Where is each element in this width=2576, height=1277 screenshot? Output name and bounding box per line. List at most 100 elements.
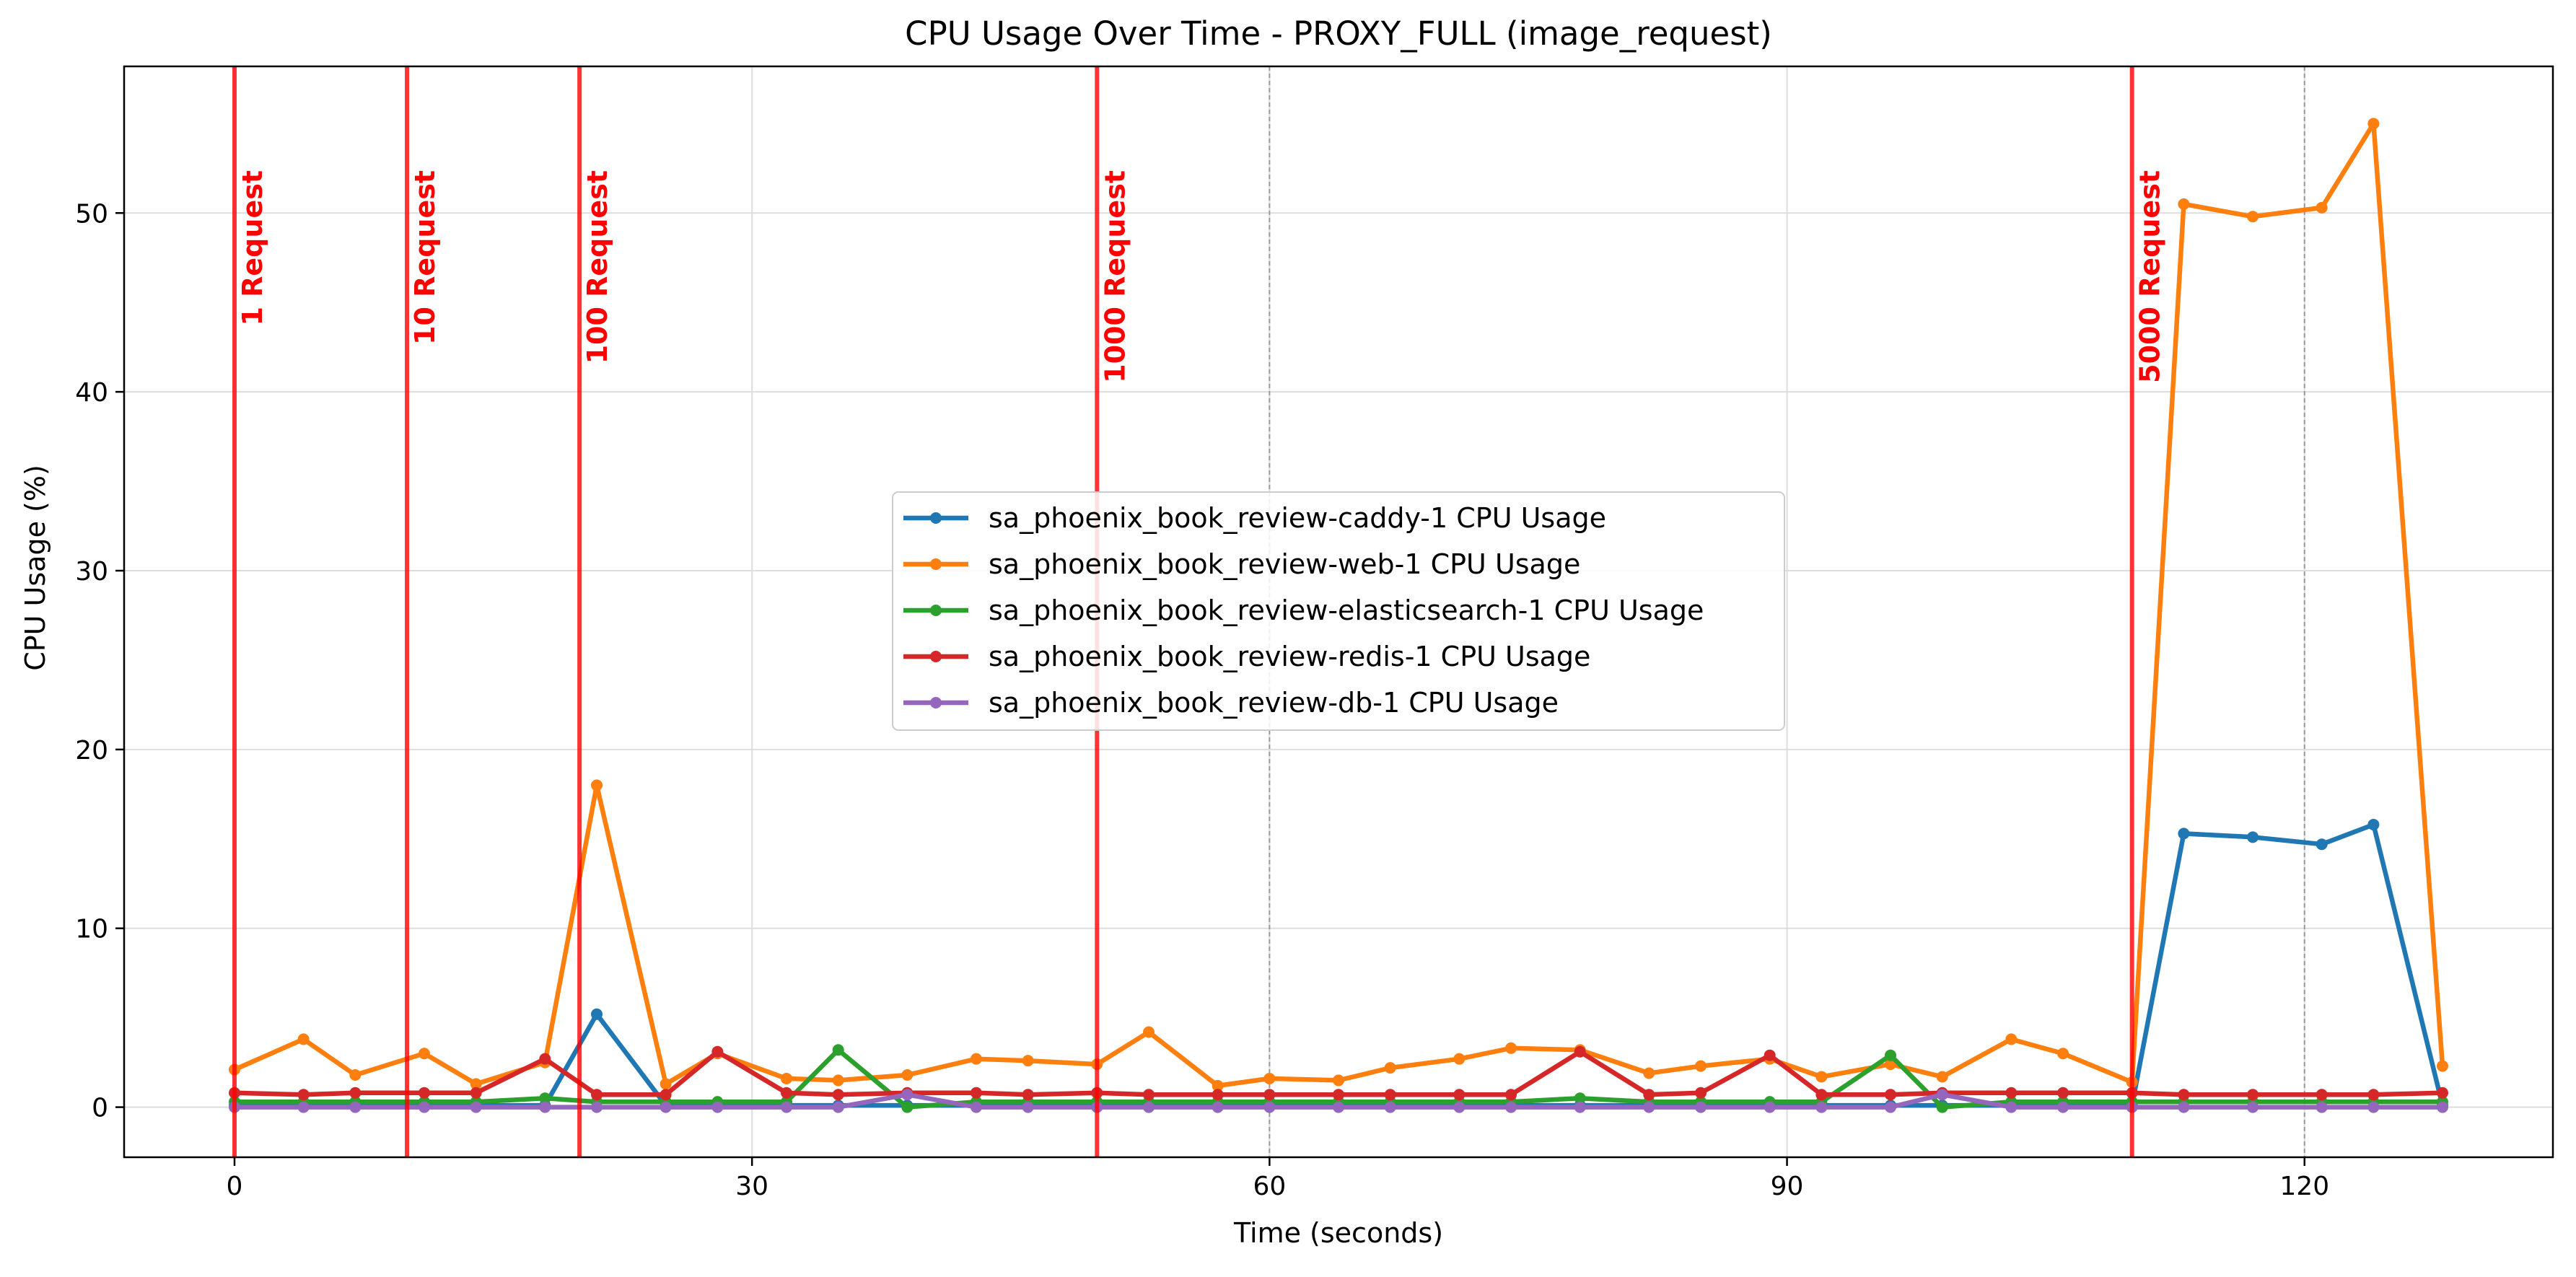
data-point [2316, 1101, 2328, 1113]
legend-entry: sa_phoenix_book_review-elasticsearch-1 C… [903, 594, 1704, 626]
data-point [539, 1053, 551, 1065]
data-point [1212, 1079, 1224, 1092]
data-point [539, 1101, 551, 1113]
data-point [1453, 1089, 1466, 1101]
data-point [970, 1087, 982, 1099]
y-tick-label: 10 [75, 915, 108, 944]
data-point [2178, 828, 2190, 840]
data-point [2057, 1087, 2069, 1099]
data-point [1384, 1101, 1396, 1113]
data-point [1333, 1101, 1344, 1113]
phase-marker-label: 1000 Request [1099, 170, 1131, 383]
data-point [2247, 1089, 2259, 1101]
data-point [470, 1078, 482, 1090]
data-point [349, 1087, 362, 1099]
y-tick-label: 30 [75, 557, 108, 587]
data-point [660, 1078, 672, 1090]
legend-swatch-marker [930, 697, 942, 708]
data-point [2057, 1101, 2069, 1113]
data-point [1505, 1042, 1517, 1054]
legend-swatch-marker [930, 512, 942, 524]
data-point [1505, 1101, 1517, 1113]
data-point [1643, 1067, 1655, 1079]
data-point [2005, 1087, 2018, 1099]
data-point [418, 1087, 430, 1099]
legend-label: sa_phoenix_book_review-web-1 CPU Usage [989, 548, 1580, 580]
data-point [781, 1101, 792, 1113]
data-point [2247, 211, 2259, 223]
data-point [1936, 1089, 1948, 1101]
data-point [470, 1087, 482, 1099]
data-point [1263, 1101, 1276, 1113]
legend-box [892, 491, 1785, 731]
data-point [1263, 1089, 1276, 1101]
x-tick-label: 120 [2279, 1172, 2329, 1201]
legend-swatch-marker [930, 558, 942, 570]
data-point [1333, 1089, 1344, 1101]
series-1 [229, 118, 2448, 1092]
data-point [1143, 1026, 1155, 1038]
data-point [901, 1089, 914, 1101]
data-point [539, 1092, 551, 1105]
data-point [970, 1053, 982, 1065]
data-point [901, 1068, 914, 1081]
data-point [2437, 1101, 2448, 1113]
legend-entry: sa_phoenix_book_review-web-1 CPU Usage [903, 548, 1580, 580]
data-point [1936, 1101, 1948, 1113]
data-point [901, 1101, 914, 1113]
data-point [2057, 1048, 2069, 1060]
data-point [1574, 1092, 1586, 1105]
legend-entry: sa_phoenix_book_review-db-1 CPU Usage [903, 687, 1559, 719]
data-point [832, 1101, 844, 1113]
data-point [1936, 1071, 1948, 1083]
phase-markers: 1 Request 10 Request 100 Request 1000 Reque… [232, 66, 2166, 1157]
data-point [2178, 1089, 2190, 1101]
data-point [1143, 1089, 1155, 1101]
data-point [711, 1045, 724, 1058]
data-point [297, 1089, 310, 1101]
data-point [970, 1101, 982, 1113]
axes: 0 30 60 90 120 0 10 20 30 40 50 [75, 199, 2329, 1201]
data-point [1885, 1089, 1896, 1101]
data-point [2316, 201, 2328, 214]
data-point [2437, 1087, 2448, 1099]
data-point [660, 1089, 672, 1101]
x-tick-label: 60 [1253, 1172, 1286, 1201]
data-point [2247, 1101, 2259, 1113]
legend-swatch-marker [930, 605, 942, 616]
x-axis-label: Time (seconds) [1233, 1217, 1443, 1249]
y-tick-label: 50 [75, 199, 108, 229]
data-point [470, 1101, 482, 1113]
data-point [660, 1101, 672, 1113]
data-point [2005, 1033, 2018, 1045]
data-point [2316, 1089, 2328, 1101]
data-point [2005, 1101, 2018, 1113]
phase-marker-label: 10 Request [409, 170, 441, 345]
y-tick-label: 20 [75, 736, 108, 765]
plot-frame [123, 65, 2554, 1159]
data-point [1764, 1049, 1776, 1061]
y-tick-label: 40 [75, 378, 108, 408]
data-point [591, 1101, 603, 1113]
legend-label: sa_phoenix_book_review-redis-1 CPU Usage [989, 641, 1590, 672]
data-point [2437, 1060, 2448, 1072]
data-point [1764, 1101, 1776, 1113]
legend-label: sa_phoenix_book_review-caddy-1 CPU Usage [989, 502, 1606, 534]
chart-title: CPU Usage Over Time - PROXY_FULL (image_… [905, 14, 1772, 53]
data-point [832, 1074, 844, 1087]
data-point [2367, 1089, 2380, 1101]
phase-marker-label: 1 Request [237, 170, 268, 326]
data-point [1384, 1089, 1396, 1101]
data-point [1453, 1053, 1466, 1065]
data-point [2367, 1101, 2380, 1113]
y-axis-label: CPU Usage (%) [19, 465, 51, 671]
data-point [1695, 1087, 1707, 1099]
legend-swatch-marker [930, 651, 942, 662]
data-point [1815, 1071, 1828, 1083]
data-point [832, 1089, 844, 1101]
data-point [591, 1008, 603, 1020]
data-point [1643, 1089, 1655, 1101]
data-point [1885, 1101, 1896, 1113]
